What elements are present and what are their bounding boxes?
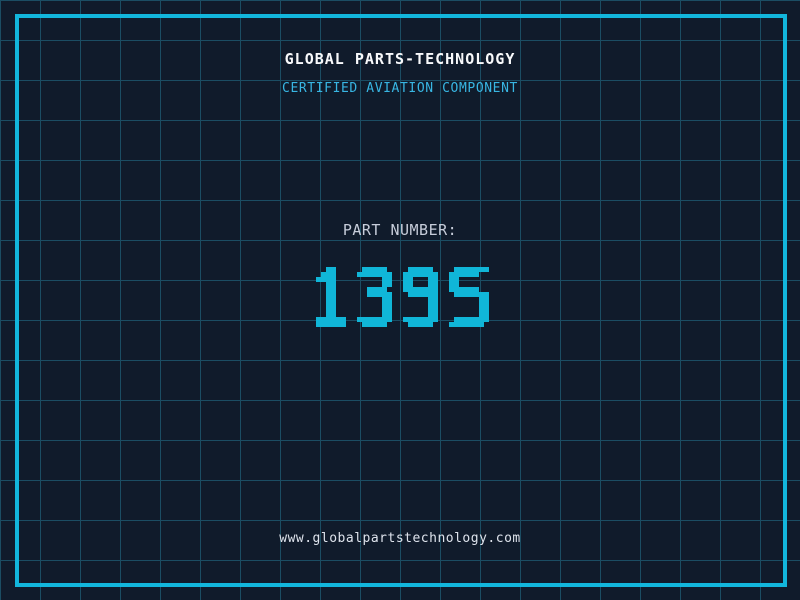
company-title: GLOBAL PARTS-TECHNOLOGY: [284, 50, 516, 68]
border-frame: [15, 14, 787, 587]
part-number-digit: [357, 267, 397, 327]
part-number-digit: [311, 267, 351, 327]
website-url: www.globalpartstechnology.com: [279, 531, 521, 546]
part-number-digit: [449, 267, 489, 327]
part-number-digit: [403, 267, 443, 327]
certification-subtitle: CERTIFIED AVIATION COMPONENT: [282, 81, 518, 96]
part-number-label: PART NUMBER:: [342, 221, 458, 239]
part-number-display: [0, 267, 800, 327]
